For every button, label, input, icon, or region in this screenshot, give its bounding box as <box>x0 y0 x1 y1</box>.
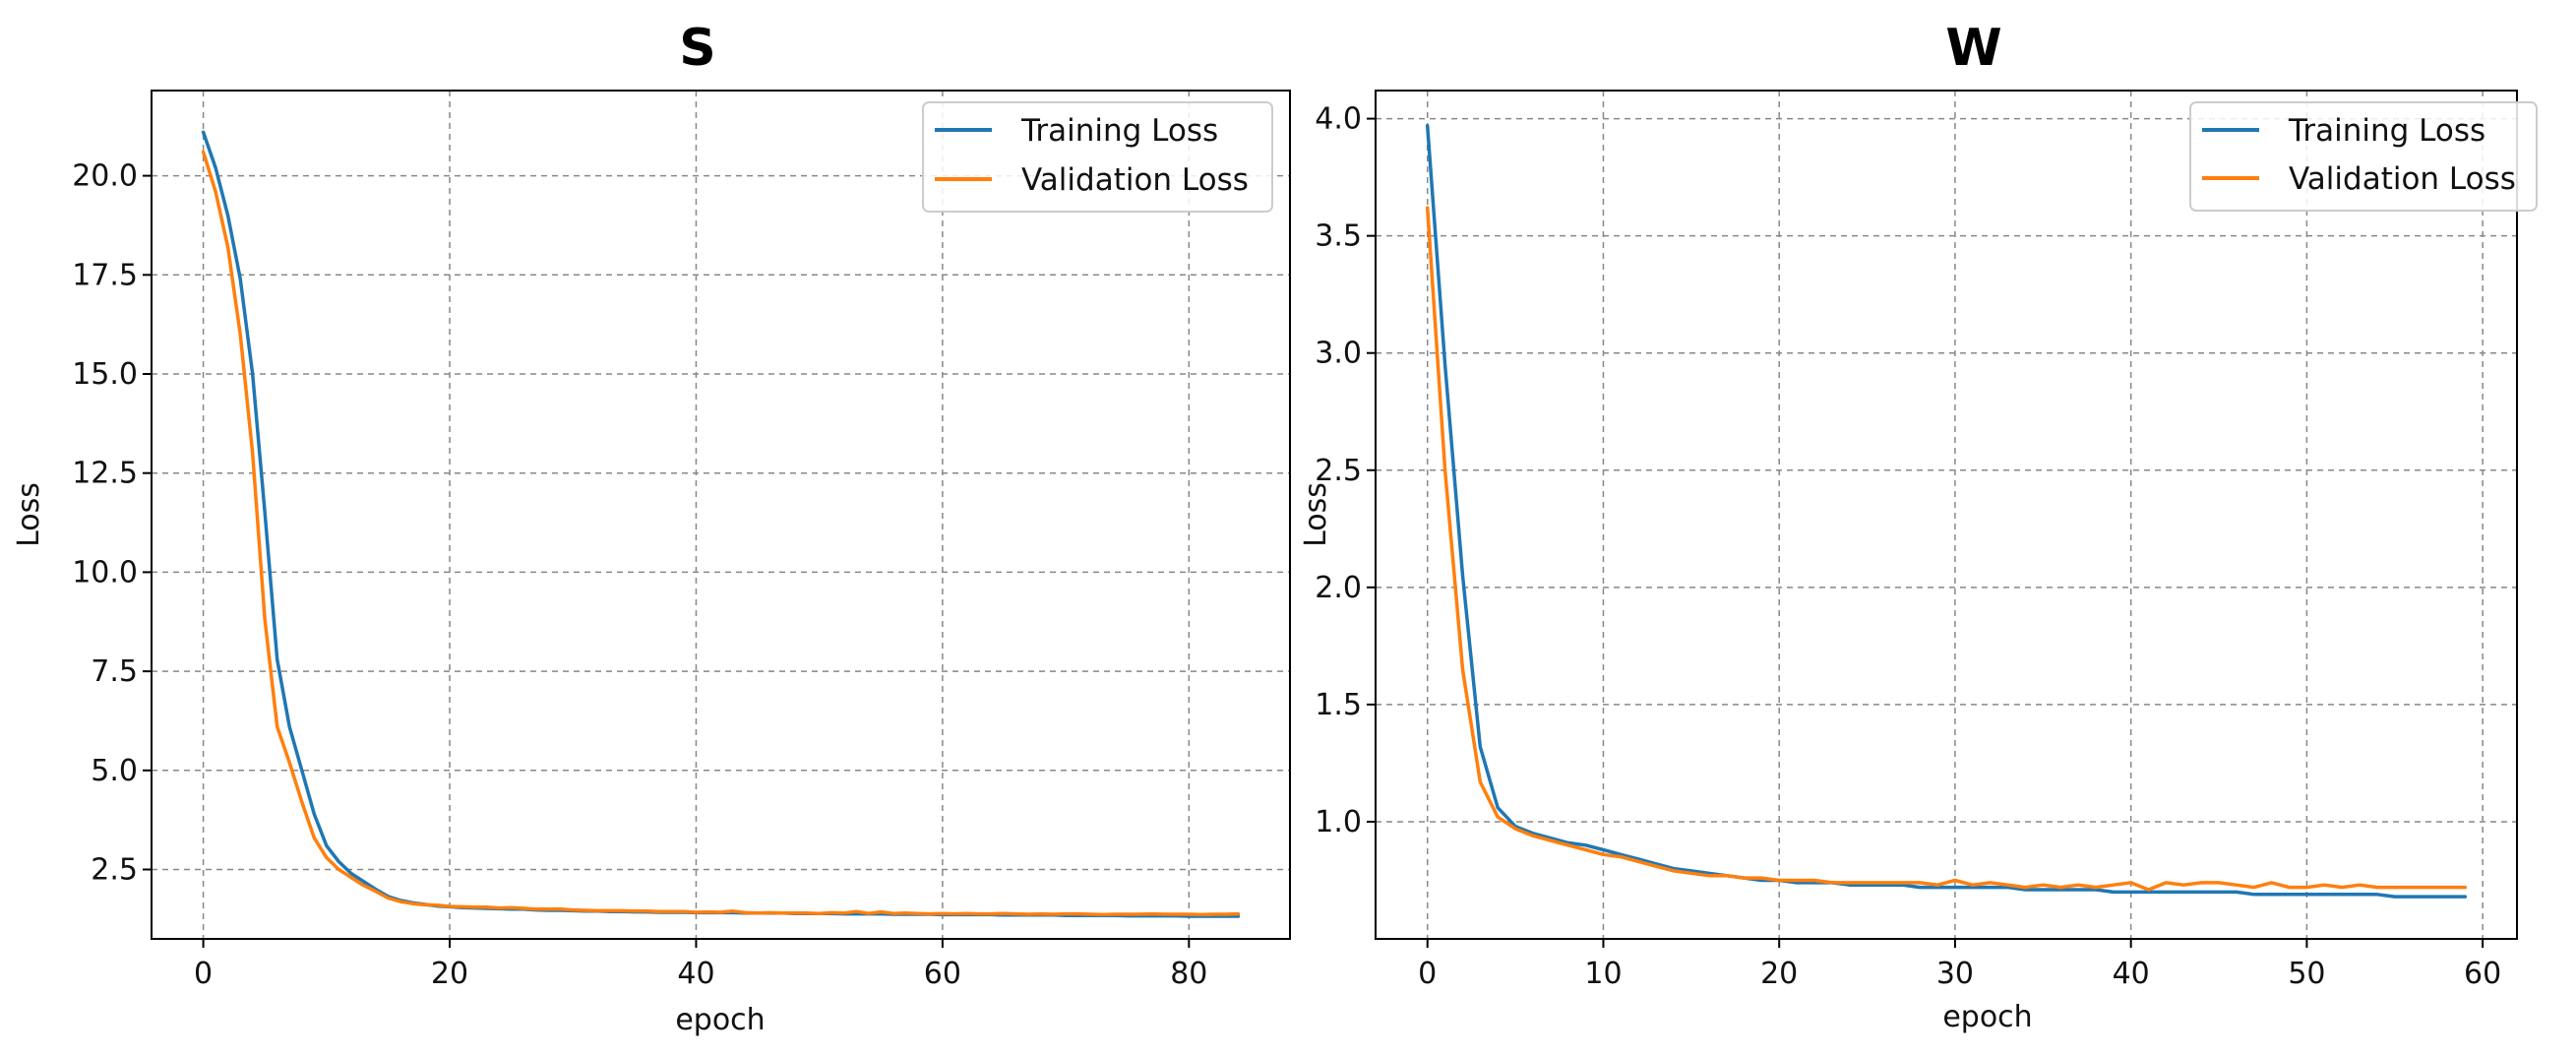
x-tick-label: 80 <box>1170 957 1207 991</box>
y-axis-label: Loss <box>1299 482 1333 547</box>
legend-box <box>2189 101 2538 212</box>
x-tick-label: 20 <box>431 957 468 991</box>
x-tick-label: 40 <box>677 957 714 991</box>
y-tick-label: 5.0 <box>91 754 138 788</box>
chart-w: W 0 10 20 30 40 50 60 1.0 1.5 2.0 2.5 3.0 3.5 4.0 epo… <box>1299 19 2538 1034</box>
plot-frame <box>151 90 1291 940</box>
x-tick-label: 20 <box>1760 957 1798 991</box>
y-tick-label: 20.0 <box>72 159 138 194</box>
y-tick-label: 7.5 <box>91 654 138 689</box>
series-line-training-loss <box>1425 123 2468 899</box>
legend-box <box>922 101 1273 213</box>
y-tick-label: 15.0 <box>72 357 138 392</box>
legend-label-training: Training Loss <box>2288 113 2485 149</box>
series-line-validation-loss <box>201 150 1241 917</box>
y-tick-label: 1.5 <box>1315 688 1362 722</box>
plot-frame <box>1375 90 2518 940</box>
legend-label-validation: Validation Loss <box>2289 161 2516 197</box>
x-tick-label: 30 <box>1936 957 1974 991</box>
x-tick-label: 10 <box>1584 957 1622 991</box>
y-tick-label: 3.5 <box>1315 219 1362 254</box>
y-axis-label: Loss <box>12 482 46 547</box>
y-tick-label: 4.0 <box>1315 102 1362 137</box>
x-tick-label: 0 <box>1418 957 1437 991</box>
x-axis-label: epoch <box>1942 1000 2032 1034</box>
x-tick-label: 0 <box>194 957 213 991</box>
series-group <box>1425 123 2468 899</box>
chart-title: S <box>679 19 715 78</box>
x-tick-label: 60 <box>924 957 961 991</box>
y-tick-label: 17.5 <box>72 258 138 292</box>
legend: Training Loss Validation Loss <box>922 101 1273 213</box>
ticks: 0 20 40 60 80 2.5 5.0 7.5 10.0 12.5 15.0 17.5 20.0 <box>72 159 1207 991</box>
series-group <box>201 130 1241 918</box>
x-tick-label: 50 <box>2288 957 2325 991</box>
series-line-validation-loss <box>1425 206 2468 892</box>
y-tick-label: 3.0 <box>1315 337 1362 371</box>
y-tick-label: 12.5 <box>72 457 138 491</box>
y-tick-label: 10.0 <box>72 555 138 590</box>
x-tick-label: 40 <box>2113 957 2150 991</box>
x-axis-label: epoch <box>675 1003 765 1037</box>
grid <box>1376 91 2517 939</box>
y-tick-label: 2.5 <box>91 853 138 888</box>
chart-title: W <box>1945 19 2001 78</box>
y-tick-label: 2.5 <box>1315 454 1362 488</box>
legend-label-validation: Validation Loss <box>1021 162 1249 198</box>
y-tick-label: 2.0 <box>1315 571 1362 605</box>
ticks: 0 10 20 30 40 50 60 1.0 1.5 2.0 2.5 3.0 3.5 4.0 <box>1315 102 2501 991</box>
x-tick-label: 60 <box>2464 957 2501 991</box>
chart-s: S 0 20 40 60 80 2.5 5.0 7.5 10.0 12.5 15.0 17.5 20.0… <box>12 19 1291 1037</box>
legend: Training Loss Validation Loss <box>2189 101 2538 212</box>
legend-label-training: Training Loss <box>1020 113 1218 149</box>
y-tick-label: 1.0 <box>1315 805 1362 839</box>
